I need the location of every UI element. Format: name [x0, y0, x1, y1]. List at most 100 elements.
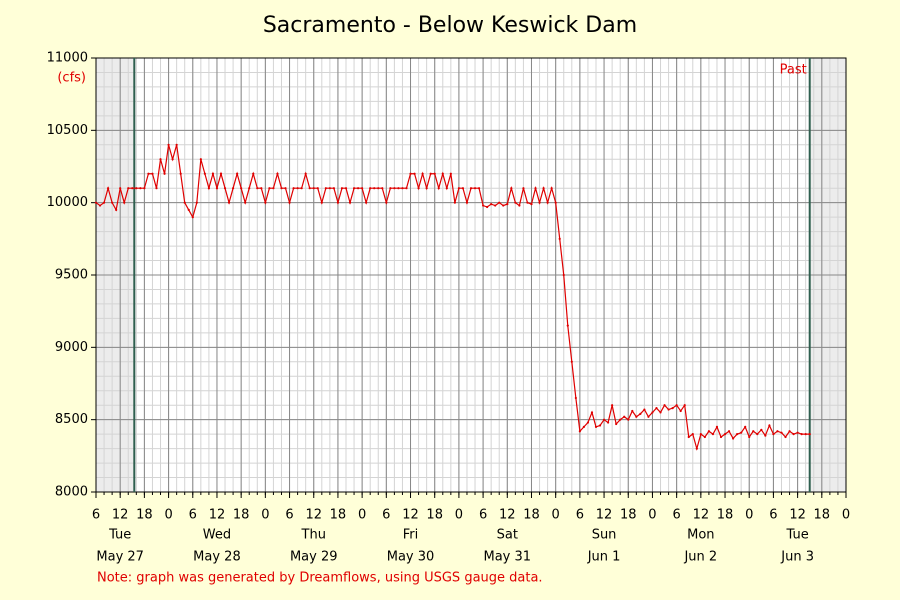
date-label: May 30 — [387, 550, 435, 565]
flow-point — [296, 187, 299, 190]
flow-point — [675, 404, 678, 407]
y-tick-label: 11000 — [47, 51, 88, 66]
y-tick-label: 9000 — [55, 340, 88, 355]
x-tick-label: 0 — [164, 508, 172, 523]
day-label: Wed — [203, 528, 231, 543]
flow-point — [481, 204, 485, 207]
flow-point — [461, 187, 465, 190]
flow-point — [740, 431, 743, 434]
flow-point — [433, 172, 436, 175]
x-tick-label: 12 — [596, 508, 613, 523]
flow-point — [365, 201, 368, 204]
flow-point — [409, 172, 412, 175]
x-tick-label: 0 — [552, 508, 560, 523]
flow-point — [683, 404, 686, 407]
flow-point — [772, 433, 775, 436]
flow-point — [784, 435, 787, 439]
flow-point — [127, 187, 130, 190]
x-tick-label: 18 — [814, 508, 831, 523]
x-tick-label: 18 — [426, 508, 443, 523]
flow-point — [699, 433, 702, 436]
flow-point — [316, 187, 319, 190]
day-label: Sun — [592, 528, 617, 543]
flow-point — [147, 172, 150, 175]
flow-point — [445, 187, 448, 190]
flow-point — [223, 187, 227, 190]
plot-border — [95, 57, 847, 493]
flow-point — [687, 435, 690, 439]
day-label: Mon — [687, 528, 714, 543]
flow-point — [486, 205, 489, 209]
x-tick-label: 6 — [576, 508, 584, 523]
flow-point — [449, 172, 452, 175]
flow-point — [465, 201, 469, 204]
flow-point — [602, 418, 606, 421]
flow-point — [248, 187, 251, 190]
x-tick-label: 18 — [523, 508, 540, 523]
x-tick-label: 12 — [305, 508, 322, 523]
flow-point — [215, 187, 219, 190]
flow-point — [348, 201, 352, 204]
flow-point — [792, 433, 795, 436]
flow-point — [381, 187, 384, 190]
flow-point — [244, 201, 247, 204]
flow-point — [199, 158, 202, 161]
flow-point — [453, 201, 456, 204]
flow-point — [163, 172, 166, 175]
flow-point — [615, 422, 618, 426]
flow-point — [300, 187, 303, 190]
x-tick-label: 0 — [648, 508, 656, 523]
flow-point — [183, 201, 186, 204]
x-tick-label: 6 — [673, 508, 681, 523]
flow-point — [796, 431, 799, 434]
flow-point — [336, 201, 340, 204]
flow-point — [631, 409, 634, 413]
flow-point — [94, 201, 98, 204]
day-label: Sat — [497, 528, 518, 543]
flow-point — [425, 187, 428, 190]
flow-point — [106, 187, 110, 190]
flow-point — [219, 172, 223, 175]
flow-point — [211, 172, 215, 175]
flow-point — [429, 172, 432, 175]
x-tick-label: 12 — [402, 508, 419, 523]
y-tick-label: 10500 — [47, 123, 88, 138]
date-label: May 28 — [193, 550, 241, 565]
past-label: Past — [780, 63, 807, 78]
flow-point — [598, 424, 602, 427]
day-label: Thu — [301, 528, 326, 543]
flow-point — [748, 435, 751, 439]
flow-point — [494, 204, 497, 207]
flow-point — [590, 411, 594, 414]
flow-point — [570, 360, 573, 363]
flow-point — [715, 425, 719, 428]
flow-point — [356, 187, 360, 190]
flow-point — [264, 201, 267, 204]
flow-point — [562, 273, 565, 277]
flow-point — [490, 203, 493, 206]
flow-point — [788, 430, 791, 433]
flow-point — [155, 187, 158, 190]
flow-point — [804, 433, 807, 436]
flow-point — [361, 187, 364, 190]
flow-point — [268, 187, 271, 190]
flow-point — [558, 237, 561, 240]
flow-point — [280, 187, 283, 190]
x-tick-label: 6 — [769, 508, 777, 523]
flow-point — [659, 411, 662, 414]
flow-point — [764, 434, 767, 437]
flow-point — [256, 187, 259, 190]
flow-point — [510, 187, 513, 190]
date-label: Jun 2 — [683, 550, 717, 565]
flow-point — [566, 324, 569, 327]
flow-point — [231, 187, 235, 190]
flow-point — [328, 187, 331, 190]
x-tick-label: 6 — [189, 508, 197, 523]
flow-point — [800, 433, 803, 436]
flow-point — [115, 208, 118, 211]
flow-point — [151, 172, 154, 175]
flow-point — [304, 172, 307, 175]
flow-point — [320, 201, 323, 204]
flow-point — [639, 412, 642, 415]
